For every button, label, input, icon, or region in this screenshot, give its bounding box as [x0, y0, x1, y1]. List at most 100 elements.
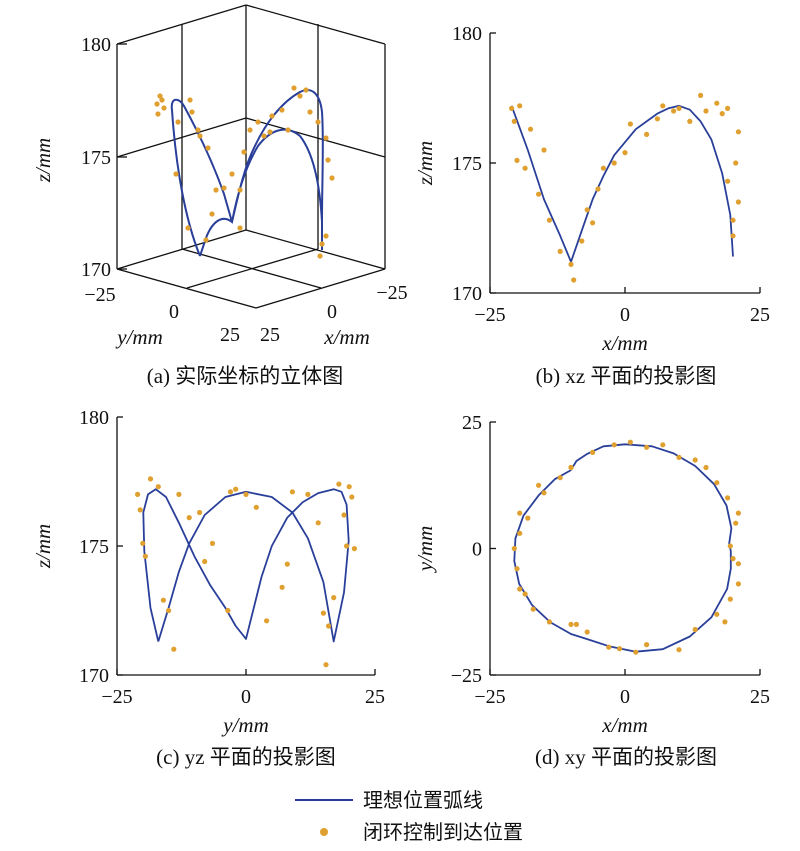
a-data-point [161, 105, 167, 111]
d-data-point [644, 444, 650, 450]
b-data-point [509, 105, 515, 111]
d-data-point [517, 510, 523, 516]
d-data-point [606, 644, 612, 650]
a-data-point [154, 101, 160, 107]
d-x-tick-label: 0 [620, 686, 630, 708]
b-data-point [557, 248, 563, 254]
c-caption: (c) yz 平面的投影图 [156, 745, 336, 769]
a-y-ticks: −25 0 25 [84, 284, 240, 346]
a-data-point [241, 149, 247, 155]
c-data-point [176, 491, 182, 497]
d-data-point [692, 626, 698, 633]
c-data-point [253, 504, 259, 510]
a-data-point [209, 211, 215, 217]
d-data-point [584, 629, 590, 635]
a-data-point [323, 135, 329, 141]
b-data-point [571, 277, 577, 283]
a-x-tick-0: 0 [327, 301, 337, 323]
a-data-point [279, 107, 285, 113]
c-data-point [135, 491, 141, 497]
a-data-point [159, 97, 165, 103]
legend: 理想位置弧线 闭环控制到达位置 [295, 789, 523, 844]
a-x-tick-25: 25 [260, 324, 280, 346]
c-data-point [209, 540, 216, 547]
d-y-label: y/mm [413, 526, 437, 574]
d-data-point [546, 619, 553, 625]
c-data-point [202, 558, 208, 565]
d-data-point [735, 561, 742, 567]
a-caption: (a) 实际坐标的立体图 [147, 364, 344, 388]
c-x-tick-label: 0 [241, 686, 251, 708]
c-x-tick-label: −25 [101, 686, 132, 708]
a-data-point [291, 85, 297, 91]
a-data-point [229, 171, 235, 177]
a-x-label: x/mm [323, 325, 370, 349]
b-data-point [735, 199, 742, 205]
c-data-point [289, 489, 295, 495]
d-y-tick-label: 25 [462, 412, 482, 434]
a-data-point [237, 225, 243, 231]
d-data-point [611, 442, 617, 448]
c-data-point [336, 481, 342, 487]
c-data-point [344, 543, 350, 549]
c-data-point [279, 584, 285, 590]
d-data-point [676, 454, 682, 460]
b-data-point [698, 92, 704, 98]
d-data-point [617, 646, 623, 652]
b-data-point [611, 160, 617, 166]
b-data-point [514, 157, 520, 163]
a-data-point [157, 93, 163, 99]
a-data-point [319, 241, 325, 247]
panel-c: −25 0 25 170 175 180 y/mm z/mm [31, 407, 385, 737]
d-data-point [714, 480, 720, 486]
a-data-point [329, 175, 335, 181]
a-data-point [269, 113, 275, 119]
b-x-tick-label: 0 [620, 304, 630, 326]
d-data-point [525, 515, 531, 521]
d-data-point [644, 642, 650, 648]
d-data-point [517, 586, 523, 592]
b-data-point [687, 118, 693, 124]
b-data-point [546, 217, 553, 223]
b-data-point [541, 147, 547, 153]
c-x-label: y/mm [221, 713, 269, 737]
c-y-tick-label: 180 [79, 407, 109, 429]
d-data-point [730, 556, 736, 562]
b-data-point [517, 103, 523, 109]
b-data-point [622, 150, 628, 156]
c-data-point [197, 509, 203, 516]
a-y-tick-0: 0 [169, 301, 179, 323]
c-y-tick-label: 175 [79, 536, 109, 558]
b-ideal-line [510, 104, 734, 263]
d-ideal-line [513, 443, 733, 653]
b-data-point [676, 105, 682, 111]
b-data-point [725, 178, 731, 184]
b-data-point [527, 126, 534, 132]
a-data-point [261, 133, 267, 139]
c-data-point [142, 553, 148, 559]
d-data-point [633, 649, 639, 655]
c-y-tick-label: 170 [79, 665, 109, 687]
d-y-tick-label: −25 [451, 665, 482, 687]
c-data-point [349, 494, 355, 500]
b-data-point [671, 108, 677, 114]
c-data-point [166, 607, 172, 614]
d-data-point [733, 520, 739, 526]
d-data-point [511, 545, 517, 552]
d-y-tick-label: 0 [472, 539, 482, 561]
b-data-point [660, 103, 666, 109]
a-data-point [307, 109, 313, 115]
d-data-point [692, 457, 698, 463]
b-data-point [703, 108, 709, 114]
c-ideal-line [142, 488, 350, 643]
d-x-label: x/mm [601, 713, 648, 737]
a-data-point [237, 187, 243, 193]
a-data-point [187, 97, 193, 103]
d-data-point [627, 439, 634, 445]
a-data-point [323, 233, 329, 239]
a-data-point [285, 127, 291, 133]
a-data-point [185, 225, 191, 231]
d-data-point [727, 596, 733, 602]
a-z-tick-175: 175 [81, 147, 111, 169]
d-x-tick-label: −25 [474, 686, 505, 708]
